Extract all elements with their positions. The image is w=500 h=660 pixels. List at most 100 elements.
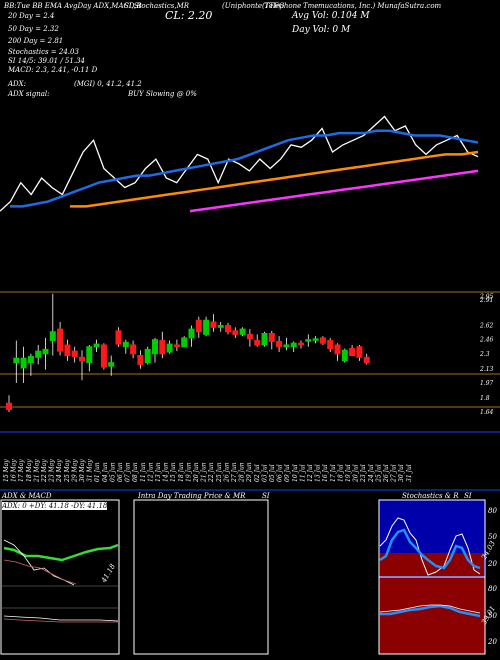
date-tick-label: 25 Jul bbox=[375, 464, 382, 483]
intraday-panel-title: Intra Day Trading Price & MR bbox=[138, 492, 246, 500]
candle-down bbox=[173, 344, 180, 348]
candle-up bbox=[20, 357, 27, 369]
date-tick-label: 05 Jun bbox=[109, 462, 116, 482]
rsi-tick-20: 20 bbox=[488, 638, 497, 646]
date-tick-label: 20 Jul bbox=[353, 464, 360, 483]
date-tick-label: 15 May bbox=[3, 459, 10, 482]
date-tick-label: 04 Jun bbox=[102, 462, 109, 482]
blue-line bbox=[10, 129, 479, 208]
price-tick-label: 2.62 bbox=[479, 323, 494, 330]
date-tick-label: 05 Jul bbox=[269, 464, 276, 482]
date-tick-label: 08 Jun bbox=[132, 462, 139, 482]
price-tick-label: 1.8 bbox=[480, 395, 490, 402]
candle-down bbox=[137, 355, 144, 365]
date-tick-label: 13 Jun bbox=[155, 462, 162, 482]
stoch-tick-80: 80 bbox=[488, 507, 497, 515]
candle-up bbox=[35, 350, 42, 358]
candle-up bbox=[305, 339, 312, 342]
date-tick-label: 13 Jul bbox=[315, 464, 322, 482]
candle-up bbox=[93, 343, 100, 348]
date-tick-label: 06 Jul bbox=[277, 464, 284, 482]
date-tick-label: 24 Jul bbox=[368, 464, 375, 483]
rsi-tick-80: 80 bbox=[488, 585, 497, 593]
date-tick-label: 10 Jul bbox=[292, 464, 299, 482]
date-tick-label: 31 Jul bbox=[406, 464, 413, 482]
adx-signal-label: ADX signal: bbox=[8, 90, 50, 98]
date-tick-label: 22 May bbox=[41, 459, 48, 483]
date-tick-label: 25 May bbox=[64, 459, 71, 483]
candle-down bbox=[225, 325, 231, 333]
adx-signal-value: BUY Slowing @ 0% bbox=[128, 90, 197, 98]
date-tick-label: 17 May bbox=[18, 459, 25, 482]
date-tick-label: 31 May bbox=[87, 459, 94, 482]
date-tick-label: 24 May bbox=[56, 459, 63, 483]
price-line bbox=[0, 115, 479, 212]
date-tick-label: 27 Jul bbox=[391, 464, 398, 483]
date-tick-label: 30 Jul bbox=[398, 464, 405, 482]
candle-up bbox=[108, 362, 115, 367]
date-tick-label: 25 Jun bbox=[216, 462, 223, 483]
date-tick-label: 15 Jun bbox=[170, 462, 177, 482]
date-tick-label: 21 Jun bbox=[201, 462, 208, 483]
date-tick-label: 27 Jun bbox=[231, 462, 238, 483]
candle-down bbox=[100, 344, 107, 368]
candle-down bbox=[254, 340, 261, 346]
date-tick-label: 23 Jul bbox=[360, 464, 367, 483]
adx-value: (MGI) 0, 41.2, 41.2 bbox=[74, 80, 142, 88]
candle-down bbox=[6, 402, 12, 410]
sma200-label: 200 Day = 2.81 bbox=[8, 37, 64, 45]
avg-volume-label: Avg Vol: 0.104 M bbox=[292, 11, 370, 21]
price-axis: 2.952.91 2.62 2.46 2.3 2.13 1.97 1.8 1.64 bbox=[479, 293, 494, 416]
stoch-tick-20: 20 bbox=[488, 560, 497, 568]
date-tick-label: 26 Jun bbox=[223, 462, 230, 483]
stoch-panel-title: Stochastics & R bbox=[402, 492, 459, 500]
candle-up bbox=[166, 343, 173, 353]
date-axis: 15 May 16 May 17 May 18 May 21 May 22 May 23 M… bbox=[3, 459, 413, 483]
date-tick-label: 01 Jun bbox=[94, 462, 101, 482]
stoch-panel-si: SI bbox=[464, 492, 472, 500]
date-tick-label: 19 Jul bbox=[345, 464, 352, 482]
adx-label: ADX: bbox=[8, 80, 27, 88]
candle-down bbox=[246, 333, 253, 340]
day-volume-label: Day Vol: 0 M bbox=[292, 25, 351, 35]
date-tick-label: 20 Jun bbox=[193, 462, 200, 483]
candle-up bbox=[261, 332, 268, 346]
rsi-tick-50: 50 bbox=[488, 612, 497, 620]
candle-down bbox=[71, 350, 78, 357]
candle-down bbox=[363, 356, 370, 364]
candle-up bbox=[312, 338, 319, 341]
price-tick-label: 2.46 bbox=[479, 337, 494, 344]
date-tick-label: 09 Jul bbox=[284, 464, 291, 482]
adx-panel-title: ADX & MACD bbox=[2, 492, 52, 500]
candle-down bbox=[195, 319, 202, 333]
magenta-line bbox=[189, 169, 479, 213]
candle-down bbox=[298, 342, 304, 346]
date-tick-label: 11 Jun bbox=[140, 462, 147, 482]
date-tick-label: 12 Jun bbox=[147, 462, 154, 482]
candle-down bbox=[356, 346, 363, 358]
date-tick-label: 07 Jun bbox=[125, 462, 132, 482]
date-tick-label: 06 Jun bbox=[117, 462, 124, 482]
candle-up bbox=[239, 328, 246, 335]
candle-up bbox=[217, 325, 224, 328]
candle-up bbox=[203, 319, 210, 335]
candle-down bbox=[159, 340, 166, 355]
candle-up bbox=[42, 348, 49, 355]
moving-average-panel bbox=[0, 115, 479, 213]
date-tick-label: 28 Jun bbox=[239, 462, 246, 483]
candle-down bbox=[268, 332, 275, 342]
intraday-panel-si: SI bbox=[262, 492, 270, 500]
stoch-tick-50: 50 bbox=[488, 533, 497, 541]
candle-down bbox=[327, 340, 334, 349]
close-price-label: CL: 2.20 bbox=[165, 9, 213, 22]
candle-up bbox=[188, 328, 195, 339]
candle-up bbox=[13, 357, 20, 364]
candle-up bbox=[290, 342, 297, 348]
date-tick-label: 17 Jul bbox=[330, 464, 337, 482]
candle-down bbox=[57, 328, 64, 352]
date-tick-label: 26 Jul bbox=[383, 464, 390, 483]
header-middle: SI,Stochastics,MR bbox=[124, 2, 190, 10]
sma20-label: 20 Day = 2.4 bbox=[8, 12, 55, 20]
date-tick-label: 16 Jul bbox=[322, 464, 329, 482]
